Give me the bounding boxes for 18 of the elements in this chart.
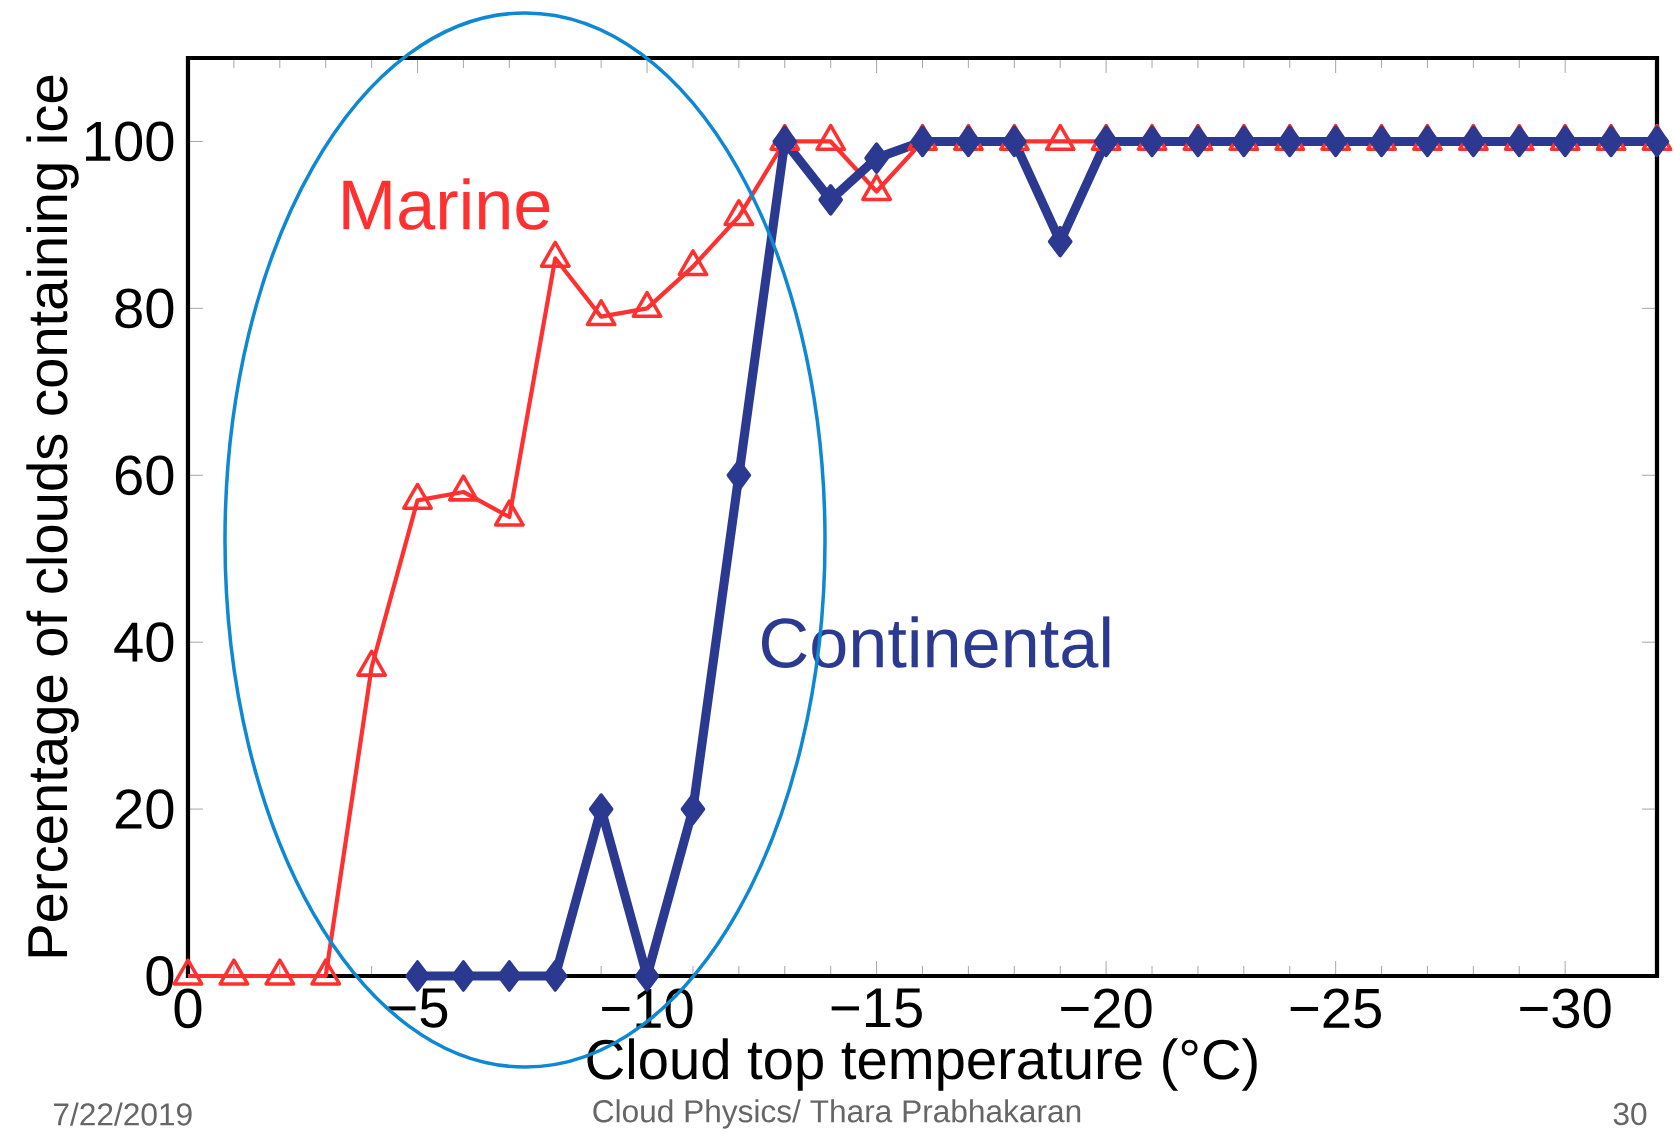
x-tick-label: −30 [1520,988,1611,1029]
y-tick-label: 0 [146,956,174,996]
y-tick-label: 40 [114,622,174,663]
x-tick-label: −20 [1061,988,1152,1029]
x-tick-label: 0 [174,988,202,1029]
series-label: Marine [343,178,550,230]
y-tick-label: 80 [115,288,174,329]
y-axis-title: Percentage of clouds containing ice [26,75,79,957]
y-tick-label: 60 [115,455,174,496]
x-tick-label: −5 [388,988,448,1028]
text: 30 [1613,1102,1647,1126]
y-tick-label: 20 [115,789,174,829]
x-tick-label: −15 [831,988,922,1028]
y-tick-label: 100 [86,121,174,162]
x-axis-title: Cloud top temperature (°C) [587,1038,1257,1091]
x-tick-label: −25 [1290,988,1381,1029]
text: 7/22/2019 [54,1102,192,1126]
text: Cloud Physics/ Thara Prabhakaran [593,1099,1081,1129]
